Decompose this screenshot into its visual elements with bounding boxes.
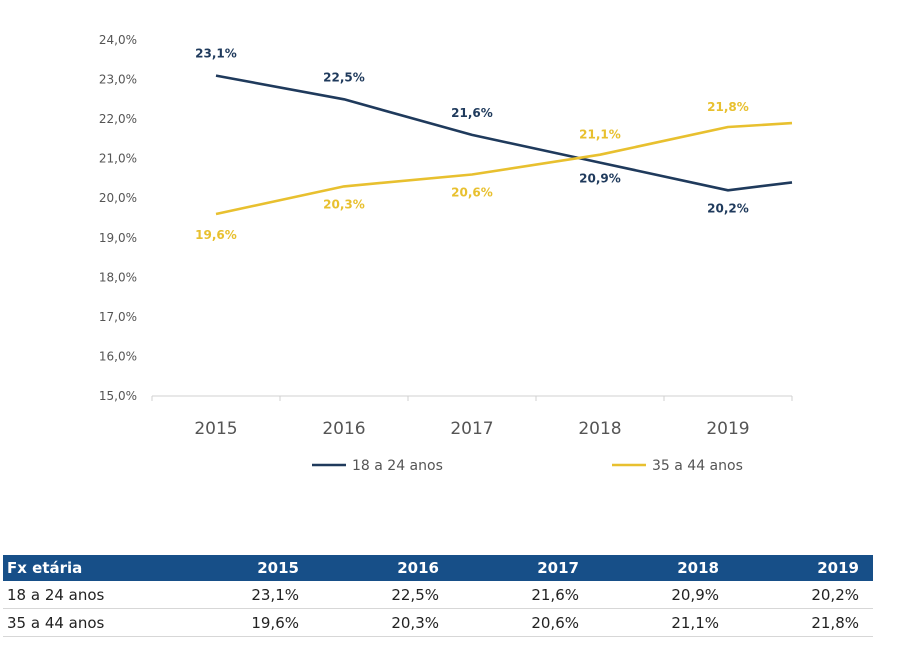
x-tick-label: 2015 [194, 419, 237, 439]
table-cell: 20,3% [313, 608, 453, 637]
table-cell: 21,6% [453, 581, 593, 609]
header-year: 2017 [453, 555, 593, 581]
data-label: 23,1% [195, 47, 237, 61]
table-cell: 19,6% [173, 608, 313, 637]
table-cell: 21,1% [593, 608, 733, 637]
data-labels: 23,1% 22,5% 21,6% 20,9% 20,2% 19,6% 20,3% 20,6%… [195, 47, 749, 242]
table-cell: 20,9% [593, 581, 733, 609]
data-table: Fx etária 2015 2016 2017 2018 2019 18 a … [3, 555, 873, 637]
table-cell: 21,8% [733, 608, 873, 637]
y-tick-label: 20,0% [99, 191, 137, 205]
table-cell: 20,2% [733, 581, 873, 609]
y-tick-label: 21,0% [99, 152, 137, 166]
data-label: 22,5% [323, 70, 365, 84]
header-year: 2019 [733, 555, 873, 581]
header-year: 2018 [593, 555, 733, 581]
y-tick-label: 24,0% [99, 33, 137, 47]
x-tick-label: 2018 [578, 419, 621, 439]
table-row: 35 a 44 anos 19,6% 20,3% 20,6% 21,1% 21,… [3, 608, 873, 637]
y-tick-label: 17,0% [99, 310, 137, 324]
x-tick-label: 2017 [450, 419, 493, 439]
table-cell: 20,6% [453, 608, 593, 637]
row-label: 35 a 44 anos [3, 608, 173, 637]
data-label: 21,6% [451, 106, 493, 120]
x-tick-label: 2019 [706, 419, 749, 439]
header-fx-etaria: Fx etária [3, 555, 173, 581]
data-label: 20,6% [451, 185, 493, 199]
header-year: 2016 [313, 555, 453, 581]
table-row: 18 a 24 anos 23,1% 22,5% 21,6% 20,9% 20,… [3, 581, 873, 609]
y-tick-label: 16,0% [99, 349, 137, 363]
data-label: 20,9% [579, 172, 621, 186]
data-label: 21,8% [707, 100, 749, 114]
row-label: 18 a 24 anos [3, 581, 173, 609]
table-header-row: Fx etária 2015 2016 2017 2018 2019 [3, 555, 873, 581]
legend-label-18-24: 18 a 24 anos [352, 458, 443, 474]
line-chart: 24,0% 23,0% 22,0% 21,0% 20,0% 19,0% 18,0% 17,0%… [99, 33, 793, 474]
series-line-35-44 [215, 121, 793, 216]
legend-label-35-44: 35 a 44 anos [652, 458, 743, 474]
header-year: 2015 [173, 555, 313, 581]
data-label: 20,2% [707, 201, 749, 215]
table-cell: 23,1% [173, 581, 313, 609]
series-line-18-24 [215, 74, 793, 192]
y-tick-label: 18,0% [99, 270, 137, 284]
legend: 18 a 24 anos 35 a 44 anos [312, 458, 743, 474]
y-tick-label: 19,0% [99, 231, 137, 245]
x-tick-label: 2016 [322, 419, 365, 439]
y-tick-label: 22,0% [99, 112, 137, 126]
y-tick-label: 15,0% [99, 389, 137, 403]
data-label: 20,3% [323, 197, 365, 211]
series-layer [215, 74, 793, 216]
y-tick-label: 23,0% [99, 73, 137, 87]
table-cell: 22,5% [313, 581, 453, 609]
x-axis: 2015 2016 2017 2018 2019 [151, 395, 793, 439]
data-label: 19,6% [195, 228, 237, 242]
data-label: 21,1% [579, 128, 621, 142]
y-axis: 24,0% 23,0% 22,0% 21,0% 20,0% 19,0% 18,0% 17,0%… [99, 33, 137, 403]
